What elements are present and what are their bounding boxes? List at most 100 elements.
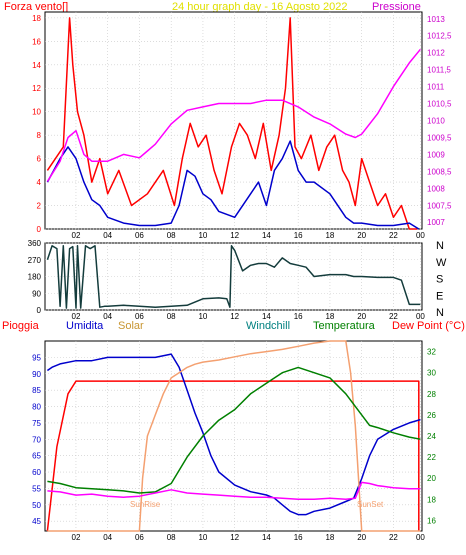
x-tick-label: 04 <box>103 312 112 321</box>
x-tick-label: 00 <box>416 231 425 240</box>
y-left-tick-label: 14 <box>32 61 41 70</box>
x-tick-label: 20 <box>357 312 366 321</box>
x-tick-label: 10 <box>198 231 207 240</box>
x-tick-label: 08 <box>167 312 176 321</box>
series-direzione-vento <box>46 245 421 309</box>
x-tick-label: 16 <box>294 231 303 240</box>
y-left-tick-label: 2 <box>37 202 42 211</box>
windchill-label: Windchill <box>246 320 291 332</box>
x-tick-label: 02 <box>72 312 81 321</box>
y-right-tick-label: 1008 <box>427 184 445 193</box>
y-left-tick-label: 180 <box>28 273 42 282</box>
y-left-tick-label: 4 <box>37 178 42 187</box>
x-tick-label: 22 <box>389 533 398 542</box>
y-right-tick-label: 1011 <box>427 83 445 92</box>
y-left-tick-label: 55 <box>32 484 41 493</box>
x-tick-label: 20 <box>357 231 366 240</box>
y-left-tick-label: 80 <box>32 403 41 412</box>
x-tick-label: 04 <box>103 533 112 542</box>
sunrise-label: SunRise <box>130 500 161 509</box>
series-pressione <box>46 48 421 182</box>
series-umidita <box>46 353 421 516</box>
x-tick-label: 06 <box>135 312 144 321</box>
x-tick-label: 10 <box>198 533 207 542</box>
y-right-tick-label: 1009 <box>427 150 445 159</box>
series-forza-vento- <box>46 17 418 230</box>
temperatura-label: Temperatura <box>313 320 375 332</box>
compass-label: S <box>436 274 443 286</box>
x-tick-label: 00 <box>416 533 425 542</box>
y-right-tick-label: 1011,5 <box>427 66 451 75</box>
temp-panel-frame <box>44 340 423 532</box>
wind-title: Forza vento[] <box>4 1 69 13</box>
compass-label: E <box>436 290 443 302</box>
series-media-vento <box>46 140 420 230</box>
y-left-tick-label: 12 <box>32 84 41 93</box>
x-tick-label: 02 <box>72 533 81 542</box>
y-left-tick-label: 65 <box>32 452 41 461</box>
y-right-tick-label: 1009,5 <box>427 133 452 142</box>
y-left-tick-label: 45 <box>32 517 41 526</box>
x-tick-label: 20 <box>357 533 366 542</box>
x-tick-label: 14 <box>262 533 271 542</box>
x-tick-label: 12 <box>230 231 239 240</box>
y-left-tick-label: 85 <box>32 386 41 395</box>
y-right-tick-label: 30 <box>427 369 436 378</box>
x-tick-label: 18 <box>325 231 334 240</box>
compass-label: W <box>436 257 447 269</box>
y-right-tick-label: 20 <box>427 474 436 483</box>
chart-title: 24 hour graph day - 16 Agosto 2022 <box>172 1 348 13</box>
x-tick-label: 08 <box>167 231 176 240</box>
y-right-tick-label: 22 <box>427 453 436 462</box>
series-solar <box>47 340 421 532</box>
x-tick-label: 18 <box>325 533 334 542</box>
series-temperatura <box>47 366 421 494</box>
y-left-tick-label: 90 <box>32 370 41 379</box>
y-right-tick-label: 1012,5 <box>427 32 452 41</box>
y-right-tick-label: 1013 <box>427 15 445 24</box>
x-tick-label: 04 <box>103 231 112 240</box>
compass-label: N <box>436 307 444 319</box>
pressure-title: Pressione <box>372 1 421 13</box>
y-left-tick-label: 0 <box>37 306 42 315</box>
x-tick-label: 18 <box>325 312 334 321</box>
y-left-tick-label: 360 <box>28 239 42 248</box>
y-right-tick-label: 26 <box>427 411 436 420</box>
x-tick-label: 16 <box>294 312 303 321</box>
y-left-tick-label: 50 <box>32 501 41 510</box>
solar-label: Solar <box>118 320 144 332</box>
y-right-tick-label: 1007 <box>427 218 445 227</box>
y-left-tick-label: 270 <box>28 256 42 265</box>
wind-panel-frame <box>44 11 423 230</box>
y-right-tick-label: 24 <box>427 432 436 441</box>
y-right-tick-label: 16 <box>427 516 436 525</box>
y-left-tick-label: 90 <box>32 289 41 298</box>
x-tick-label: 22 <box>389 231 398 240</box>
y-right-tick-label: 1012 <box>427 49 445 58</box>
y-left-tick-label: 18 <box>32 14 41 23</box>
x-tick-label: 00 <box>416 312 425 321</box>
compass-label: N <box>436 240 444 252</box>
y-left-tick-label: 70 <box>32 435 41 444</box>
y-left-tick-label: 16 <box>32 37 41 46</box>
x-tick-label: 14 <box>262 231 271 240</box>
y-right-tick-label: 1010 <box>427 117 445 126</box>
series-dew-point <box>47 481 421 501</box>
y-left-tick-label: 60 <box>32 468 41 477</box>
x-tick-label: 22 <box>389 312 398 321</box>
x-tick-label: 08 <box>167 533 176 542</box>
y-left-tick-label: 6 <box>37 155 42 164</box>
series-pioggia <box>46 380 420 532</box>
y-left-tick-label: 0 <box>37 225 42 234</box>
y-left-tick-label: 75 <box>32 419 41 428</box>
dewpoint-label: Dew Point (°C) <box>392 320 465 332</box>
pioggia-label: Pioggia <box>2 320 39 332</box>
y-left-tick-label: 10 <box>32 108 41 117</box>
sunset-label: SunSet <box>357 500 384 509</box>
x-tick-label: 06 <box>135 231 144 240</box>
y-right-tick-label: 32 <box>427 348 436 357</box>
x-tick-label: 06 <box>135 533 144 542</box>
x-tick-label: 02 <box>72 231 81 240</box>
